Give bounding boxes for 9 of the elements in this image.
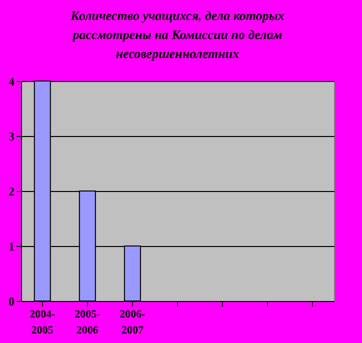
x-tick-label: 2005-2006 [74,308,101,336]
y-tick-label: 3 [8,130,14,144]
x-tick-label: 2006-2007 [120,308,146,336]
y-tick-label: 0 [8,294,14,308]
y-tick-label: 2 [8,184,14,198]
x-tick-label: 2004-2005 [30,308,56,336]
y-tick-label: 1 [8,240,14,254]
chart-title: Количество учащихся, дела которых рассмотрены на Комиссии по делам несовершеннолетних [70,8,285,61]
y-tick-label: 4 [8,74,14,88]
